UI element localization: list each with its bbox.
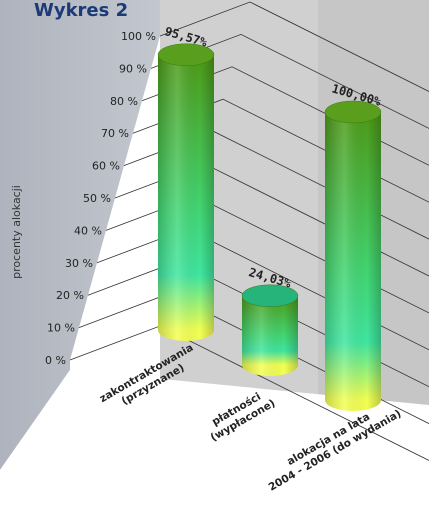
y-tick-label: 10 % (47, 322, 75, 335)
y-tick-label: 60 % (92, 160, 120, 173)
bar-shading (158, 54, 214, 342)
y-tick-label: 70 % (101, 127, 129, 140)
bar-shading (325, 112, 381, 411)
bar-top (241, 284, 299, 308)
gridline (159, 1, 429, 92)
y-axis-label: procenty alokacji (10, 185, 23, 279)
y-tick-label: 90 % (119, 62, 147, 75)
y-tick-label: 30 % (65, 257, 93, 270)
y-tick-label: 80 % (110, 95, 138, 108)
bar: 24,03% (241, 265, 299, 376)
y-axis-ticks: 0 % 10 % 20 % 30 % 40 % 50 % 60 % 70 % 80 % 90 % 1… (45, 30, 156, 367)
y-tick-label: 40 % (74, 224, 102, 237)
y-tick-label: 20 % (56, 289, 84, 302)
y-tick-label: 0 % (45, 354, 66, 367)
y-tick-label: 100 % (121, 30, 156, 43)
bar: 100,00% (324, 81, 383, 411)
bars: 95,57% 24,03% 100,00% (157, 24, 383, 411)
chart-title: Wykres 2 (34, 0, 128, 21)
bar-top (324, 100, 382, 124)
y-tick-label: 50 % (83, 192, 111, 205)
bar-top (157, 43, 215, 67)
bar-shading (242, 295, 298, 376)
side-wall (0, 0, 160, 470)
bar: 95,57% (157, 24, 215, 342)
